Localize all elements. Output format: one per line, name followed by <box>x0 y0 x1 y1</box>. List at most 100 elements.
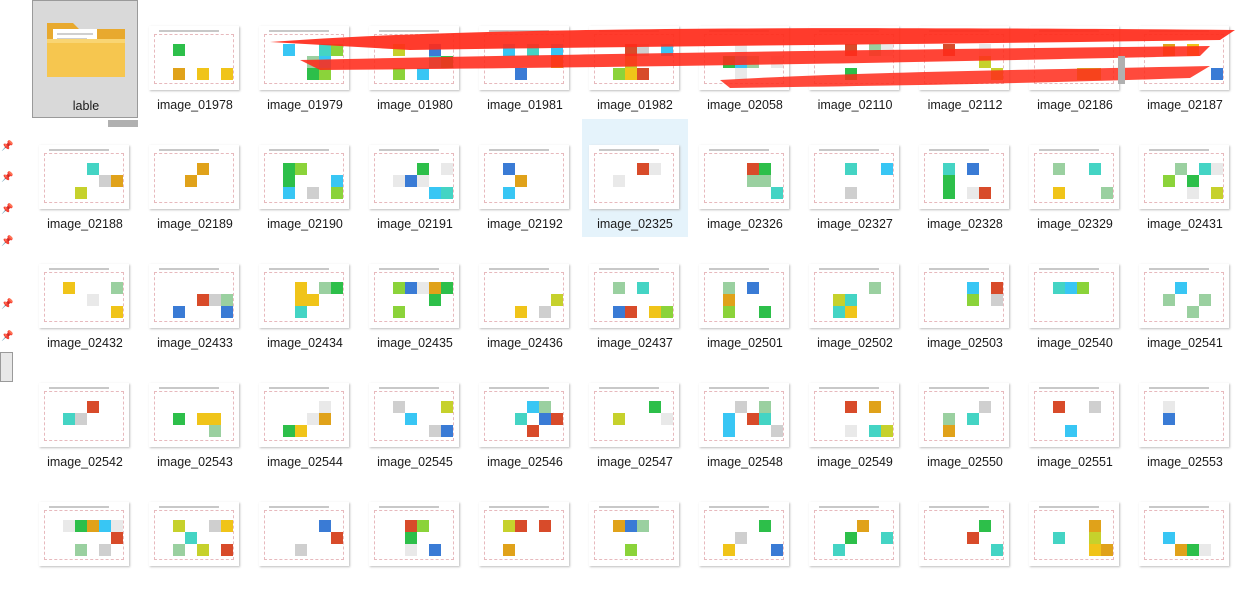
file-item[interactable]: image_02329 <box>1022 119 1128 237</box>
file-item[interactable]: image_01982 <box>582 0 688 118</box>
file-item[interactable] <box>692 476 798 594</box>
file-item[interactable] <box>142 476 248 594</box>
file-item[interactable] <box>802 476 908 594</box>
file-item[interactable]: image_02432 <box>32 238 138 356</box>
thumbnail-title-line <box>489 30 549 32</box>
file-item[interactable]: image_02433 <box>142 238 248 356</box>
thumbnail-frame <box>484 153 564 203</box>
file-item[interactable] <box>32 476 138 594</box>
file-item[interactable]: image_02190 <box>252 119 358 237</box>
file-item[interactable]: image_02187 <box>1132 0 1238 118</box>
heatmap-cell <box>295 294 307 306</box>
file-item[interactable]: image_02110 <box>802 0 908 118</box>
file-item[interactable]: image_02112 <box>912 0 1018 118</box>
file-item[interactable]: image_02058 <box>692 0 798 118</box>
file-label: image_02326 <box>707 217 783 231</box>
file-item[interactable]: image_02192 <box>472 119 578 237</box>
file-item[interactable]: image_02547 <box>582 357 688 475</box>
file-item[interactable]: image_02436 <box>472 238 578 356</box>
file-item[interactable]: image_02186 <box>1022 0 1128 118</box>
thumbnail-title-line <box>1149 387 1209 389</box>
heatmap-cell <box>87 401 99 413</box>
pin-icon[interactable]: 📌 <box>1 172 14 183</box>
file-item[interactable]: image_02543 <box>142 357 248 475</box>
file-item[interactable]: image_02546 <box>472 357 578 475</box>
heatmap-cell <box>503 187 515 199</box>
file-item[interactable]: image_02327 <box>802 119 908 237</box>
file-item[interactable]: image_02191 <box>362 119 468 237</box>
file-item[interactable]: image_02550 <box>912 357 1018 475</box>
pin-icon[interactable]: 📌 <box>1 236 14 247</box>
file-item[interactable]: image_02542 <box>32 357 138 475</box>
folder-item-lable[interactable]: lable <box>32 0 138 118</box>
image-thumbnail <box>919 26 1009 90</box>
heatmap-cell <box>967 294 979 306</box>
heatmap-cell <box>307 187 319 199</box>
thumbnail-title-line <box>1039 268 1099 270</box>
file-item[interactable]: image_02540 <box>1022 238 1128 356</box>
thumbnail-frame <box>1144 391 1224 441</box>
heatmap-cell <box>429 44 441 56</box>
file-item[interactable]: image_02328 <box>912 119 1018 237</box>
file-label: image_02187 <box>1147 98 1223 112</box>
thumbnail-title-line <box>819 268 879 270</box>
file-item[interactable]: image_02551 <box>1022 357 1128 475</box>
heatmap-cell <box>735 56 747 68</box>
heatmap-cell <box>625 306 637 318</box>
heatmap-cell <box>881 44 893 56</box>
file-item[interactable]: image_01981 <box>472 0 578 118</box>
pin-icon[interactable]: 📌 <box>1 204 14 215</box>
file-item[interactable] <box>912 476 1018 594</box>
file-item[interactable]: image_02503 <box>912 238 1018 356</box>
image-thumbnail <box>1029 264 1119 328</box>
thumbnail-title-line <box>1149 149 1209 151</box>
file-item[interactable]: image_02437 <box>582 238 688 356</box>
file-label: image_02190 <box>267 217 343 231</box>
file-item[interactable]: image_02325 <box>582 119 688 237</box>
file-item[interactable]: image_02549 <box>802 357 908 475</box>
file-item[interactable] <box>472 476 578 594</box>
file-item[interactable]: image_02188 <box>32 119 138 237</box>
file-item[interactable]: image_02544 <box>252 357 358 475</box>
pin-icon[interactable]: 📌 <box>1 141 14 152</box>
file-item[interactable] <box>252 476 358 594</box>
thumbnail-title-line <box>269 506 329 508</box>
navigation-selected-item[interactable] <box>0 352 13 382</box>
file-item[interactable] <box>1132 476 1238 594</box>
file-item[interactable] <box>1022 476 1128 594</box>
file-item[interactable]: image_02548 <box>692 357 798 475</box>
heatmap-cell <box>881 163 893 175</box>
file-item[interactable]: image_02502 <box>802 238 908 356</box>
thumbnail-title-line <box>49 149 109 151</box>
file-item[interactable]: image_02326 <box>692 119 798 237</box>
file-item[interactable]: image_02434 <box>252 238 358 356</box>
file-item[interactable]: image_02435 <box>362 238 468 356</box>
heatmap-cell <box>515 520 527 532</box>
image-thumbnail <box>1139 145 1229 209</box>
file-item[interactable] <box>582 476 688 594</box>
thumbnail-frame <box>1034 272 1114 322</box>
file-item[interactable]: image_02431 <box>1132 119 1238 237</box>
heatmap-cell <box>209 425 221 437</box>
heatmap-cell <box>759 306 771 318</box>
heatmap-cell <box>417 163 429 175</box>
pin-icon[interactable]: 📌 <box>1 299 14 310</box>
thumbnail-frame <box>264 510 344 560</box>
file-grid: lable image_01978 image_01979 image_01980 i… <box>30 0 1244 578</box>
file-item[interactable] <box>362 476 468 594</box>
heatmap-cell <box>197 163 209 175</box>
file-item[interactable]: image_02501 <box>692 238 798 356</box>
file-item[interactable]: image_01980 <box>362 0 468 118</box>
image-thumbnail <box>259 26 349 90</box>
file-item[interactable]: image_01978 <box>142 0 248 118</box>
file-item[interactable]: image_02189 <box>142 119 248 237</box>
file-item[interactable]: image_01979 <box>252 0 358 118</box>
heatmap-cell <box>319 520 331 532</box>
pin-icon[interactable]: 📌 <box>1 331 14 342</box>
image-thumbnail <box>589 502 679 566</box>
file-item[interactable]: image_02545 <box>362 357 468 475</box>
heatmap-cell <box>735 68 747 80</box>
file-item[interactable]: image_02553 <box>1132 357 1238 475</box>
file-item[interactable]: image_02541 <box>1132 238 1238 356</box>
file-label: image_02548 <box>707 455 783 469</box>
